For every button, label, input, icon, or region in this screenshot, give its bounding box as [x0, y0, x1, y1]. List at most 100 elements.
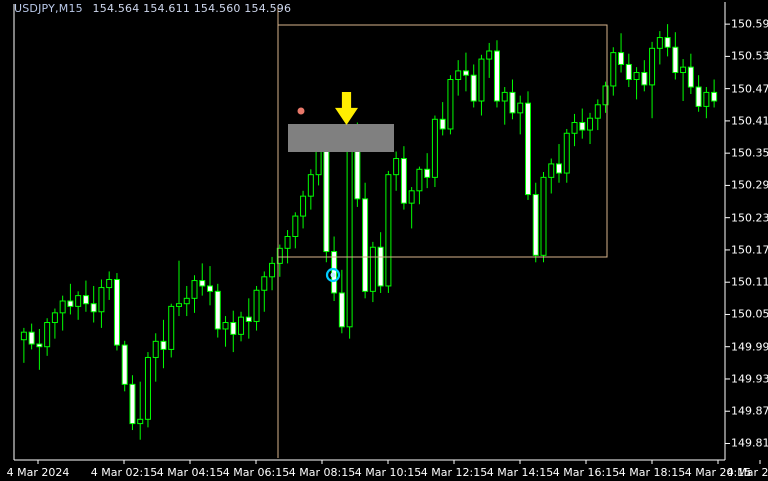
candlestick[interactable]: [486, 42, 493, 78]
candlestick[interactable]: [307, 169, 314, 210]
candlestick[interactable]: [90, 285, 97, 323]
candlestick[interactable]: [711, 79, 718, 108]
candlestick[interactable]: [67, 283, 74, 315]
candlestick[interactable]: [160, 319, 167, 369]
candlestick[interactable]: [594, 99, 601, 131]
candlestick[interactable]: [214, 283, 221, 338]
candlestick[interactable]: [400, 146, 407, 210]
candlestick[interactable]: [284, 230, 291, 264]
candlestick[interactable]: [478, 54, 485, 116]
candlestick[interactable]: [431, 115, 438, 188]
candlestick[interactable]: [269, 256, 276, 291]
candlestick[interactable]: [656, 31, 663, 65]
candlestick[interactable]: [369, 241, 376, 303]
candlestick[interactable]: [563, 128, 570, 183]
candlestick[interactable]: [20, 327, 27, 363]
candlestick[interactable]: [416, 166, 423, 205]
candlestick[interactable]: [82, 280, 89, 312]
candlestick[interactable]: [408, 187, 415, 229]
candlestick[interactable]: [641, 60, 648, 92]
candlestick[interactable]: [106, 271, 113, 300]
candlestick[interactable]: [230, 310, 237, 353]
candlestick[interactable]: [447, 75, 454, 135]
candlestick[interactable]: [51, 308, 58, 339]
candlestick[interactable]: [362, 182, 369, 299]
candlestick[interactable]: [28, 323, 35, 350]
candlestick[interactable]: [75, 291, 82, 320]
candlestick[interactable]: [238, 311, 245, 342]
candlestick[interactable]: [261, 271, 268, 312]
circle-marker[interactable]: [325, 267, 341, 283]
candlestick[interactable]: [144, 352, 151, 428]
time-axis-label: 4 Mar 22:15: [726, 466, 768, 479]
candlestick[interactable]: [385, 170, 392, 293]
candlestick-series[interactable]: [20, 24, 718, 440]
rectangle-object[interactable]: [277, 24, 608, 258]
sell-signal-arrow[interactable]: [335, 92, 358, 125]
candlestick[interactable]: [517, 95, 524, 135]
candlestick[interactable]: [455, 60, 462, 96]
candlestick[interactable]: [579, 108, 586, 139]
candlestick[interactable]: [695, 75, 702, 112]
candlestick[interactable]: [470, 64, 477, 108]
candlestick[interactable]: [664, 24, 671, 57]
time-axis-label: 4 Mar 06:15: [222, 466, 290, 479]
candlestick[interactable]: [548, 158, 555, 194]
chart-annotations[interactable]: [277, 6, 608, 458]
candlestick[interactable]: [610, 47, 617, 96]
candlestick[interactable]: [672, 32, 679, 80]
candlestick[interactable]: [44, 318, 51, 356]
candlestick[interactable]: [556, 144, 563, 183]
candlestick[interactable]: [346, 127, 353, 339]
candlestick[interactable]: [129, 375, 136, 431]
candlestick[interactable]: [222, 316, 229, 347]
candlestick[interactable]: [98, 279, 105, 328]
candlestick[interactable]: [36, 328, 43, 370]
candlestick[interactable]: [633, 67, 640, 100]
candlestick[interactable]: [207, 266, 214, 306]
candlestick[interactable]: [113, 273, 120, 351]
candlestick[interactable]: [540, 171, 547, 263]
candlestick[interactable]: [618, 33, 625, 73]
supply-zone-box[interactable]: [288, 124, 394, 152]
candlestick[interactable]: [524, 91, 531, 200]
candlestick[interactable]: [649, 41, 656, 119]
candlestick[interactable]: [191, 275, 198, 313]
candlestick[interactable]: [377, 232, 384, 293]
candlestick[interactable]: [462, 52, 469, 92]
candlestick[interactable]: [168, 303, 175, 358]
candlestick[interactable]: [493, 40, 500, 108]
candlestick[interactable]: [292, 212, 299, 249]
candlestick[interactable]: [199, 263, 206, 296]
candlestick[interactable]: [602, 81, 609, 113]
candlestick[interactable]: [253, 285, 260, 331]
candlestick[interactable]: [276, 244, 283, 277]
candlestick[interactable]: [687, 53, 694, 95]
candlestick[interactable]: [393, 151, 400, 191]
candlestick[interactable]: [501, 87, 508, 125]
candlestick[interactable]: [424, 153, 431, 189]
candlestick[interactable]: [439, 102, 446, 136]
candlestick[interactable]: [59, 295, 66, 331]
candlestick[interactable]: [532, 182, 539, 263]
candlestick[interactable]: [703, 87, 710, 119]
candlestick[interactable]: [121, 340, 128, 392]
price-axis-label: 150.295: [731, 178, 768, 192]
candlestick[interactable]: [152, 333, 159, 382]
candlestick[interactable]: [509, 79, 516, 120]
candle-body: [59, 300, 66, 314]
candle-body: [300, 195, 307, 217]
entry-dot-marker[interactable]: [297, 107, 305, 115]
candlestick[interactable]: [245, 298, 252, 339]
candlestick[interactable]: [338, 269, 345, 334]
candlestick[interactable]: [300, 190, 307, 229]
candlestick[interactable]: [587, 112, 594, 145]
candlestick[interactable]: [625, 53, 632, 88]
candlestick[interactable]: [680, 59, 687, 102]
candlestick[interactable]: [183, 285, 190, 317]
candlestick[interactable]: [571, 113, 578, 147]
candlestick[interactable]: [137, 381, 144, 440]
candlestick[interactable]: [175, 260, 182, 317]
